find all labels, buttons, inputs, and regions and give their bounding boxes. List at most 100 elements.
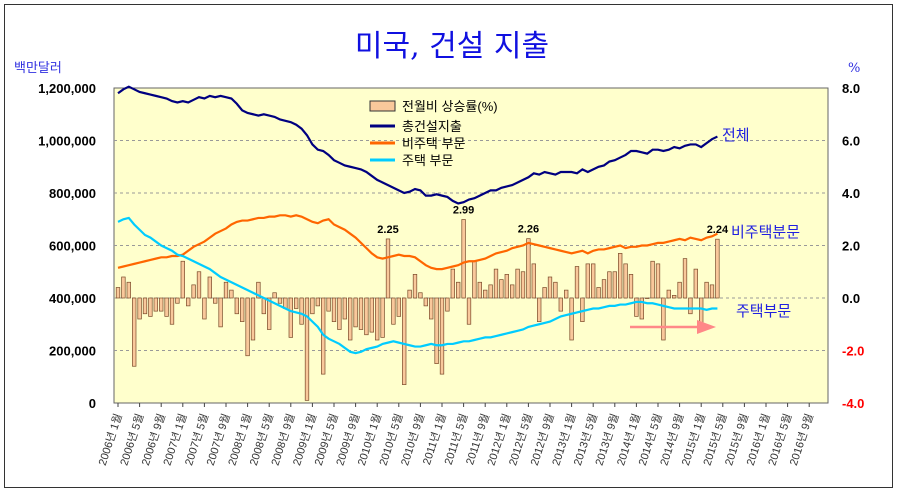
y-right-tick-label: 0.0 [842, 291, 860, 306]
bar [256, 281, 261, 299]
bar [531, 263, 536, 299]
bar [499, 279, 504, 299]
y-left-tick-label: 400,000 [49, 291, 96, 306]
series-line-총건설지출 [117, 85, 718, 205]
bar [688, 297, 693, 315]
y-right-tick-label: -2.0 [842, 344, 864, 359]
bar [115, 287, 121, 299]
label-res: 주택부문 [736, 302, 791, 320]
bar [450, 268, 455, 299]
chart-frame [4, 4, 893, 488]
legend: 전월비 상승률(%) 총건설지출 비주택 부문 주택 부문 [369, 99, 498, 168]
chart-title: 미국, 건설 지출 [355, 29, 549, 64]
bar [342, 297, 347, 320]
y-left-tick-label: 200,000 [49, 344, 96, 359]
bar [385, 238, 391, 299]
bar [375, 297, 380, 341]
trend-arrow [630, 320, 716, 334]
bar [412, 274, 418, 299]
bar [510, 284, 515, 299]
bar [429, 297, 434, 320]
bar [337, 297, 342, 330]
bar [380, 297, 385, 338]
bar [402, 297, 407, 385]
bar [472, 260, 477, 299]
bar [126, 281, 131, 299]
bar [159, 297, 164, 312]
bar [553, 281, 558, 299]
label-nonres: 비주택분문 [731, 223, 800, 241]
bar [148, 297, 153, 317]
bar [704, 281, 709, 299]
bar [153, 297, 158, 312]
y-left-tick-label: 0 [89, 396, 96, 411]
bar [612, 271, 617, 299]
bar [628, 274, 634, 299]
legend-swatch-bar [369, 100, 396, 112]
y-left-tick-label: 1,200,000 [38, 81, 96, 96]
bar [191, 284, 196, 299]
legend-label-total: 총건설지출 [402, 119, 462, 134]
bar [213, 297, 218, 304]
bar [488, 284, 493, 299]
legend-label-res: 주택 부문 [402, 153, 453, 168]
bar [607, 271, 612, 299]
bar [618, 253, 623, 299]
bar [288, 297, 293, 338]
bar [434, 297, 439, 364]
bar [326, 297, 331, 312]
bar [483, 289, 488, 299]
right-axis-unit: % [848, 61, 860, 76]
bar [369, 297, 374, 333]
bar [537, 297, 542, 322]
bar [709, 284, 715, 299]
bar [547, 276, 553, 299]
bar [353, 297, 358, 328]
bar [391, 297, 396, 325]
bar [666, 289, 671, 299]
legend-label-nonres: 비주택 부문 [402, 136, 465, 151]
left-axis-unit: 백만달러 [14, 61, 62, 76]
bar [196, 271, 202, 299]
bar [639, 297, 644, 320]
bar [175, 297, 180, 304]
y-right-tick-label: 2.0 [842, 239, 860, 254]
y-left-tick-label: 800,000 [49, 186, 96, 201]
y-right-tick-label: -4.0 [842, 396, 864, 411]
bar [569, 297, 574, 341]
legend-label-bar: 전월비 상승률(%) [402, 99, 498, 114]
y-right-tick-label: 6.0 [842, 134, 860, 149]
bar [299, 297, 304, 325]
bar [445, 297, 450, 312]
bar [574, 266, 580, 299]
bar [407, 289, 412, 299]
bar [234, 297, 239, 315]
bar [294, 297, 299, 309]
bar [645, 297, 650, 299]
bar [267, 297, 272, 330]
bar [348, 297, 353, 341]
bar-data-label: 2.24 [707, 224, 729, 236]
bar [423, 297, 428, 307]
bar [396, 297, 401, 317]
bar [634, 297, 639, 317]
bar [180, 260, 185, 299]
bar-data-label: 2.99 [453, 205, 474, 217]
bar [515, 268, 520, 299]
bar [439, 297, 445, 375]
y-right-tick-label: 8.0 [842, 81, 860, 96]
bar [132, 297, 137, 367]
bar [418, 292, 423, 299]
bar [137, 297, 142, 320]
bar [623, 263, 628, 299]
bar [650, 260, 655, 299]
bar [526, 238, 531, 299]
bar-data-label: 2.25 [377, 224, 398, 236]
series-line-비주택 부문 [117, 214, 718, 271]
bar [655, 263, 661, 299]
bar [142, 297, 148, 315]
bar [207, 276, 212, 299]
series-line-주택 부문 [117, 216, 718, 355]
bar [250, 297, 256, 341]
